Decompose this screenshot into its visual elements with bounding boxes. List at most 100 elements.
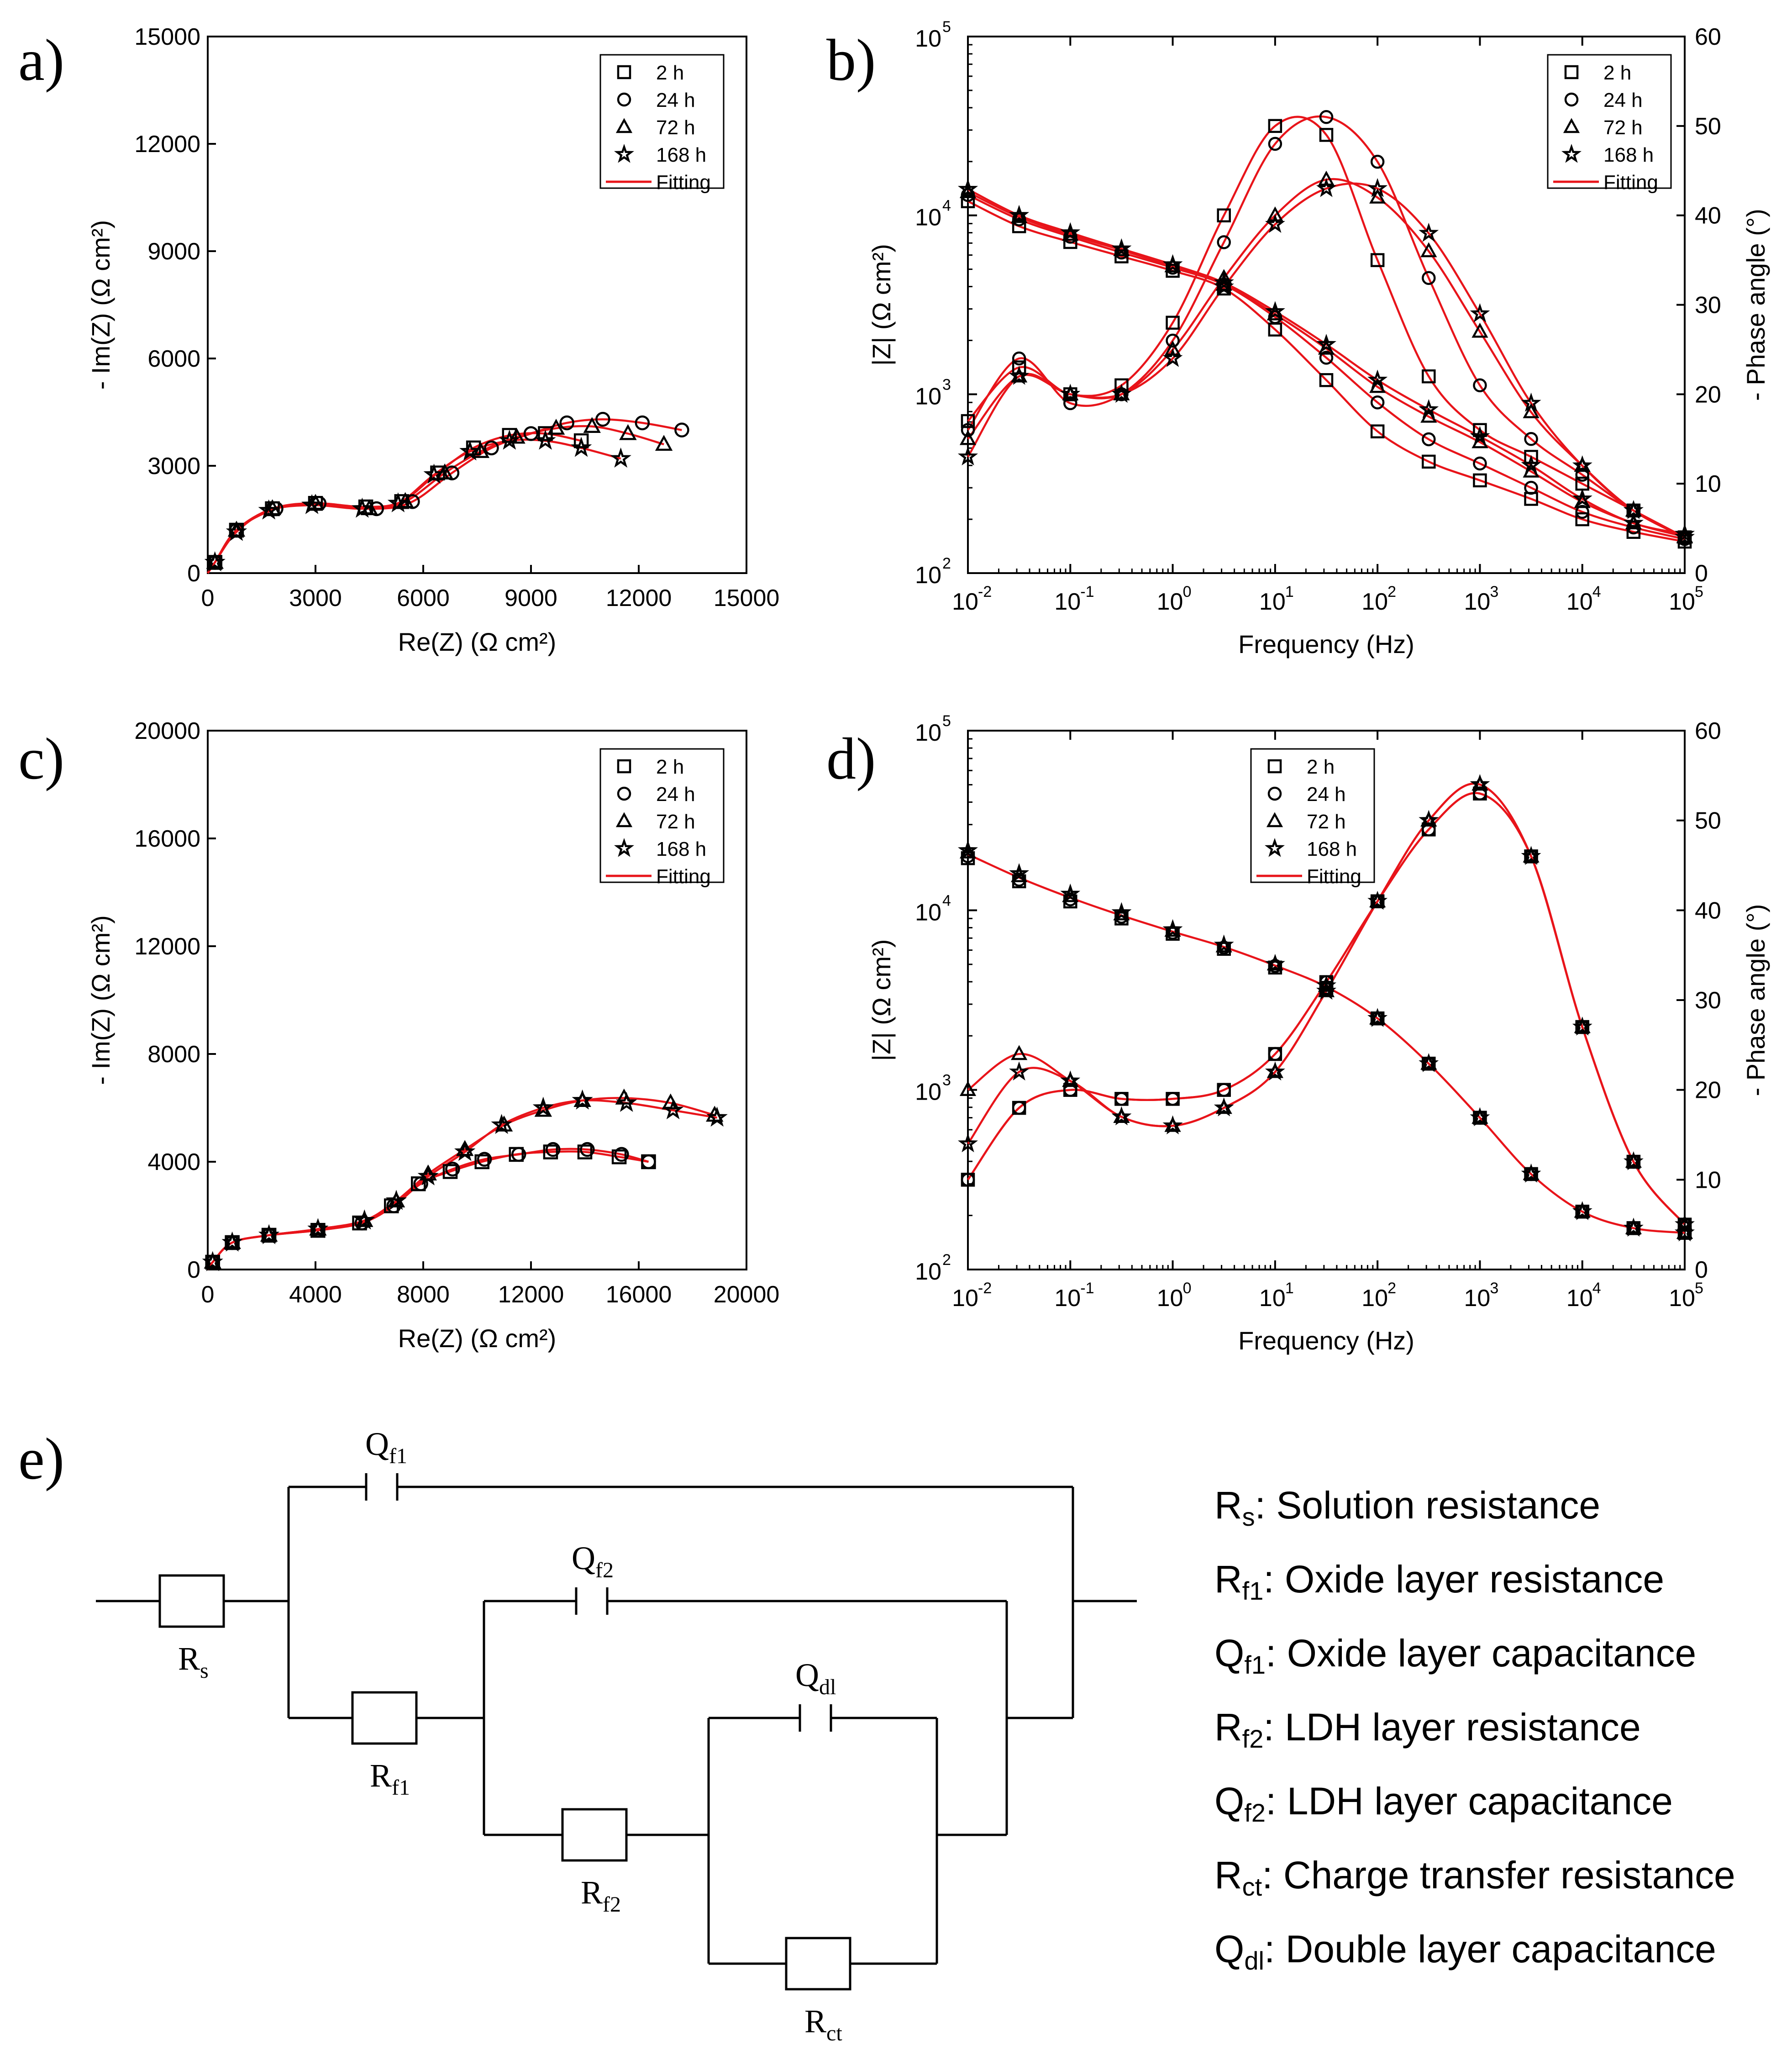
panel-c-xtick-label-4: 16000: [606, 1281, 672, 1308]
panel-b-phase-point-2-6: [1266, 206, 1283, 221]
panel-c-xtick-label-2: 8000: [397, 1281, 450, 1308]
panel-d-phase-point-2-8: [1369, 892, 1386, 907]
panel-b-phase-point-2-5: [1215, 269, 1232, 285]
panel-a-ytick-label-5: 15000: [134, 24, 200, 50]
panel-a-point-1-9: [559, 415, 574, 431]
panel-b-ytick-label-4: 10: [915, 205, 941, 231]
panel-d-phase-point-3-4: [1162, 1115, 1183, 1135]
panel-b-phase-point-3-2: [1060, 384, 1081, 403]
panel-d-modulus-point-2-13: [1625, 1219, 1642, 1234]
panel-b-y2tick-label-1: 10: [1695, 471, 1721, 497]
panel-d-ylabel: |Z| (Ω cm²): [867, 939, 896, 1061]
panel-d-phase-point-3-7: [1316, 980, 1337, 1000]
panel-d-phase-point-2-9: [1420, 811, 1437, 827]
panel-b-phase-point-1-1: [1012, 351, 1026, 366]
panel-a-point-3-10: [570, 437, 592, 457]
panel-b-modulus-point-0-3: [1114, 249, 1129, 263]
panel-d-phase-point-2-12: [1574, 1018, 1591, 1033]
panel-b-ylabel: |Z| (Ω cm²): [867, 244, 896, 366]
panel-b-legend-marker-1: [1564, 92, 1579, 107]
panel-a-point-3-1: [226, 521, 247, 541]
panel-d-phase-point-2-11: [1523, 847, 1540, 863]
definition-rf2: Rf2: LDH layer resistance: [1214, 1706, 1641, 1753]
panel-b-ytick-label-5: 10: [915, 26, 941, 52]
panel-d-ytick-label-4: 10: [915, 899, 941, 926]
panel-b-phase-point-0-12: [1575, 476, 1589, 491]
panel-b-bode: 10 -2 10 -1 10 0 10 1 10 2 10 3 10 4 10 510 210 310 410 501…: [826, 18, 1770, 659]
panel-c-legend-marker-3: [614, 838, 635, 857]
panel-d-xtick-label-0: 10: [1157, 1285, 1183, 1312]
panel-d-bode: 10 -2 10 -1 10 0 10 1 10 2 10 3 10 4 10 510 210 310 410 501…: [826, 712, 1770, 1355]
panel-c-nyquist: 0 4000 8000 12000 16000 20000 0 4000 8000 12000 16…: [18, 718, 779, 1353]
panel-a-xtick-label-3: 9000: [504, 585, 557, 611]
panel-b-phase-point-0-5: [1217, 208, 1231, 222]
panel-a-ytick-label-1: 3000: [147, 453, 200, 479]
panel-c-legend-label-1: 24 h: [656, 783, 695, 806]
panel-c-ytick-label-1: 4000: [147, 1149, 200, 1175]
panel-c-legend-marker-0: [617, 759, 631, 774]
panel-a-legend-marker-2: [615, 118, 633, 133]
panel-a-point-3-4: [352, 497, 373, 518]
panel-b-modulus-point-3-13: [1623, 512, 1644, 532]
panel-c-point-1-12: [614, 1147, 629, 1162]
panel-d-modulus-point-2-8: [1369, 1009, 1386, 1025]
panel-a-point-1-10: [595, 411, 610, 427]
panel-d-y2label: - Phase angle (°): [1741, 904, 1770, 1096]
panel-b-modulus-point-3-4: [1162, 254, 1183, 274]
panel-b-phase-point-0-9: [1422, 369, 1436, 384]
panel-b-phase-point-3-5: [1214, 276, 1234, 296]
resistor-rf2: [561, 1808, 628, 1862]
panel-a-point-1-11: [635, 415, 650, 431]
panel-a-point-0-10: [573, 433, 589, 448]
panel-b-y2tick-label-2: 20: [1695, 381, 1721, 408]
panel-b-modulus-point-1-9: [1422, 432, 1436, 447]
panel-d-modulus-point-3-9: [1419, 1053, 1439, 1072]
panel-d-phase-point-3-8: [1367, 890, 1388, 910]
panel-b-legend-marker-2: [1563, 118, 1580, 133]
panel-d-phase-point-3-13: [1623, 1151, 1644, 1170]
panel-c-xtick-label-0: 0: [201, 1281, 215, 1308]
panel-b-phase-point-3-10: [1470, 303, 1490, 322]
panel-d-ytick-exp-5: 5: [942, 712, 951, 730]
panel-c-legend-label-2: 72 h: [656, 811, 695, 833]
panel-d-ytick-exp-4: 4: [942, 892, 951, 909]
panel-c-point-0-11: [577, 1144, 593, 1159]
panel-d-y2tick-label-3: 30: [1695, 987, 1721, 1014]
panel-b-phase-point-0-0: [961, 414, 975, 428]
panel-b-phase-point-1-5: [1217, 235, 1231, 249]
panel-a-point-1-8: [523, 426, 539, 441]
panel-c-point-3-1: [221, 1231, 243, 1252]
panel-d-modulus-point-2-7: [1318, 976, 1335, 992]
panel-b-y2label: - Phase angle (°): [1741, 209, 1770, 401]
panel-b-xtick-exp-5: 5: [1695, 583, 1703, 601]
panel-a-xtick-label-0: 0: [201, 585, 215, 611]
panel-b-phase-point-3-8: [1367, 178, 1388, 197]
panel-b-phase-point-0-7: [1319, 128, 1334, 142]
panel-b-label: b): [826, 27, 876, 93]
panel-b-xtick-label--2: 10: [952, 589, 978, 615]
panel-d-legend-marker-0: [1267, 759, 1282, 774]
panel-d-phase-point-3-6: [1265, 1061, 1285, 1081]
panel-d-phase-point-3-14: [1674, 1214, 1695, 1233]
panel-d-phase-point-1-3: [1114, 1092, 1129, 1106]
label-qf1: Qf1: [365, 1426, 407, 1468]
panel-d-ytick-exp-2: 2: [942, 1251, 951, 1269]
panel-c-xlabel: Re(Z) (Ω cm²): [398, 1324, 557, 1353]
panel-a-label: a): [18, 27, 64, 93]
panel-d-phase-point-3-12: [1572, 1016, 1592, 1036]
panel-d-xtick-label-1: 10: [1259, 1285, 1286, 1312]
panel-a-point-1-12: [674, 422, 689, 437]
panel-c-point-3-7: [454, 1141, 476, 1161]
panel-b-phase-point-3-14: [1674, 527, 1695, 546]
panel-a-point-2-9: [547, 418, 565, 435]
panel-b-xlabel: Frequency (Hz): [1238, 630, 1414, 659]
panel-a-point-2-10: [583, 417, 601, 433]
panel-a-point-3-3: [301, 494, 323, 514]
panel-b-modulus-point-3-3: [1111, 238, 1132, 258]
panel-b-phase-point-0-10: [1473, 423, 1487, 437]
panel-b-modulus-point-1-10: [1473, 456, 1487, 471]
panel-b-xtick-exp--2: -2: [978, 583, 992, 601]
panel-d-modulus-point-2-10: [1471, 1108, 1488, 1124]
panel-a-legend-label-3: 168 h: [656, 144, 706, 166]
